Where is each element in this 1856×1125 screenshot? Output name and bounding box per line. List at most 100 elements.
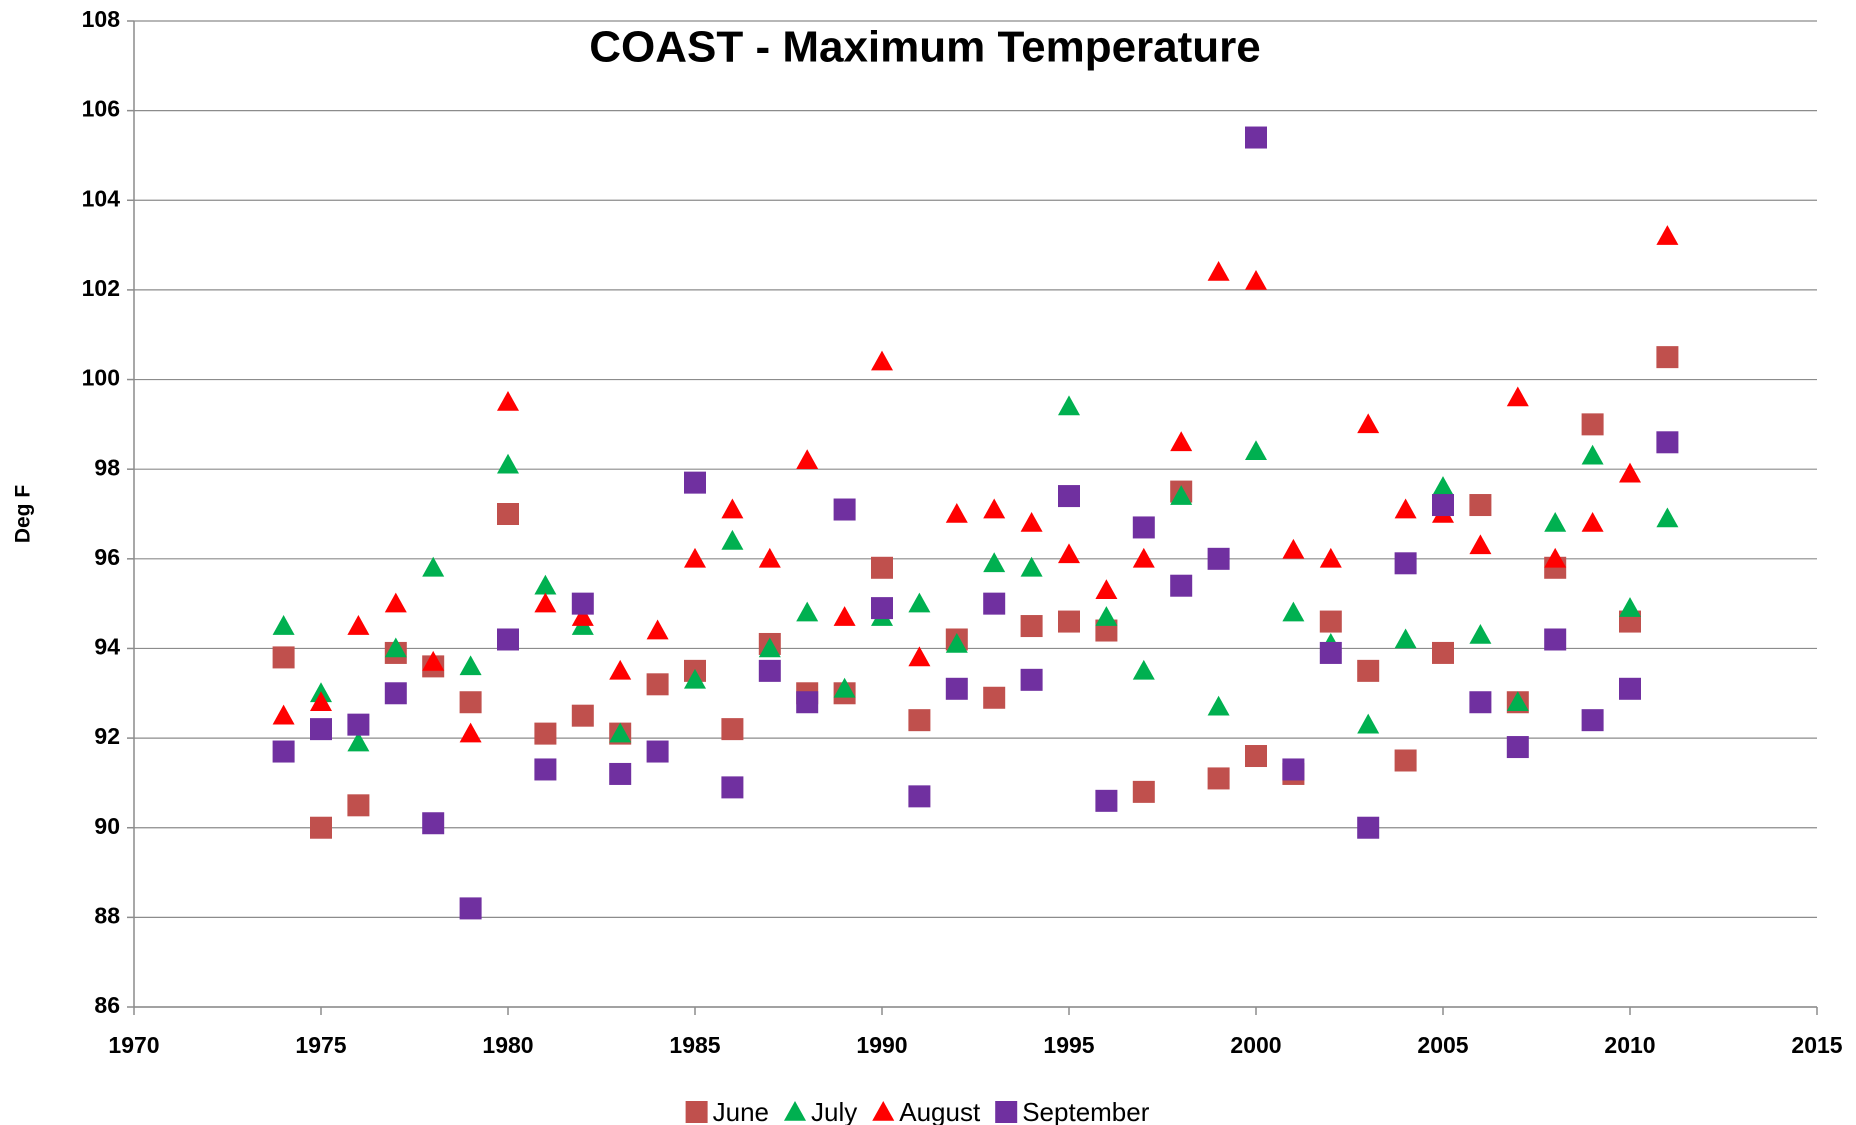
data-point bbox=[571, 704, 594, 727]
data-point bbox=[796, 449, 819, 470]
y-tick-label: 94 bbox=[94, 634, 120, 660]
data-point bbox=[1394, 498, 1417, 519]
data-point bbox=[1656, 346, 1679, 369]
data-point bbox=[721, 718, 744, 741]
data-point bbox=[833, 606, 856, 626]
data-point bbox=[1394, 552, 1417, 575]
data-point bbox=[1245, 745, 1267, 768]
data-point bbox=[347, 731, 370, 752]
legend-marker bbox=[872, 1101, 895, 1121]
data-point bbox=[534, 592, 557, 613]
data-point bbox=[1058, 395, 1080, 416]
data-point bbox=[1619, 462, 1641, 483]
data-point bbox=[1581, 413, 1604, 436]
data-point bbox=[1319, 547, 1342, 568]
legend-item: July bbox=[784, 1097, 857, 1125]
data-point bbox=[1544, 511, 1567, 532]
y-tick-label: 96 bbox=[94, 544, 120, 570]
data-point bbox=[1020, 556, 1043, 577]
data-point bbox=[534, 758, 557, 781]
data-point bbox=[983, 498, 1006, 519]
data-point bbox=[497, 628, 519, 651]
data-point bbox=[422, 812, 445, 835]
data-point bbox=[983, 686, 1006, 709]
data-point bbox=[871, 556, 893, 579]
data-point bbox=[1095, 579, 1118, 599]
y-tick-label: 102 bbox=[82, 275, 120, 301]
data-point bbox=[1469, 691, 1492, 714]
data-point bbox=[1656, 507, 1679, 528]
data-point bbox=[833, 498, 856, 521]
y-tick-label: 108 bbox=[82, 6, 121, 32]
data-point bbox=[422, 650, 445, 671]
data-point bbox=[1095, 789, 1118, 812]
data-point bbox=[796, 691, 819, 714]
data-point bbox=[1581, 709, 1604, 732]
data-point bbox=[1020, 615, 1043, 638]
data-point bbox=[272, 646, 295, 669]
data-point bbox=[646, 740, 669, 763]
data-point bbox=[646, 673, 669, 696]
data-point bbox=[1357, 413, 1380, 434]
data-point bbox=[871, 350, 893, 371]
data-point bbox=[684, 668, 706, 689]
data-point bbox=[1207, 695, 1230, 716]
data-point bbox=[609, 659, 632, 680]
data-point bbox=[758, 659, 781, 682]
data-point bbox=[272, 704, 295, 725]
data-point bbox=[983, 592, 1006, 615]
data-point bbox=[1207, 260, 1230, 281]
data-point bbox=[384, 682, 407, 705]
data-point bbox=[384, 592, 407, 613]
data-point bbox=[534, 574, 557, 595]
legend-label: August bbox=[899, 1097, 981, 1125]
data-point bbox=[497, 390, 519, 411]
x-tick-label: 2000 bbox=[1230, 1032, 1281, 1058]
data-point bbox=[1656, 431, 1679, 454]
y-axis-label: Deg F bbox=[12, 485, 35, 544]
plot-area: 86 88 90 92 94 96 98 100 102 104 106 108 1970 1975 198… bbox=[82, 6, 1843, 1058]
data-point bbox=[1170, 485, 1193, 505]
data-point bbox=[459, 897, 482, 920]
data-point bbox=[1170, 431, 1193, 452]
data-point bbox=[272, 615, 295, 635]
y-tick-label: 98 bbox=[94, 454, 120, 480]
data-point bbox=[497, 503, 519, 525]
data-point bbox=[721, 529, 744, 550]
data-point bbox=[908, 592, 931, 613]
data-point bbox=[1469, 534, 1492, 555]
data-point bbox=[1058, 610, 1080, 633]
data-point bbox=[1245, 269, 1267, 290]
data-point bbox=[1319, 610, 1342, 633]
data-point bbox=[1357, 816, 1380, 839]
data-point bbox=[1394, 628, 1417, 649]
data-point bbox=[571, 592, 594, 615]
data-point bbox=[1095, 606, 1118, 626]
data-point bbox=[347, 713, 370, 736]
data-point bbox=[571, 606, 594, 626]
y-tick-label: 106 bbox=[82, 96, 120, 122]
legend-item: June bbox=[685, 1097, 769, 1125]
data-point bbox=[1282, 538, 1305, 559]
data-point bbox=[1432, 476, 1454, 496]
data-point bbox=[945, 677, 968, 700]
data-point bbox=[1282, 758, 1305, 781]
data-point bbox=[758, 637, 781, 658]
data-point bbox=[758, 547, 781, 568]
data-point bbox=[1058, 543, 1080, 564]
data-point bbox=[459, 691, 482, 714]
data-point bbox=[945, 503, 968, 523]
x-tick-label: 2010 bbox=[1604, 1032, 1655, 1058]
data-point bbox=[459, 722, 482, 743]
data-point bbox=[422, 556, 445, 577]
data-point bbox=[1469, 624, 1492, 644]
x-tick-label: 1980 bbox=[482, 1032, 533, 1058]
x-tick-label: 1970 bbox=[108, 1032, 159, 1058]
data-point bbox=[796, 601, 819, 622]
data-point bbox=[1544, 547, 1567, 568]
data-point bbox=[833, 677, 856, 698]
data-point bbox=[459, 655, 482, 676]
y-tick-label: 88 bbox=[94, 902, 120, 928]
data-point bbox=[1432, 641, 1454, 664]
data-point bbox=[1132, 516, 1155, 539]
